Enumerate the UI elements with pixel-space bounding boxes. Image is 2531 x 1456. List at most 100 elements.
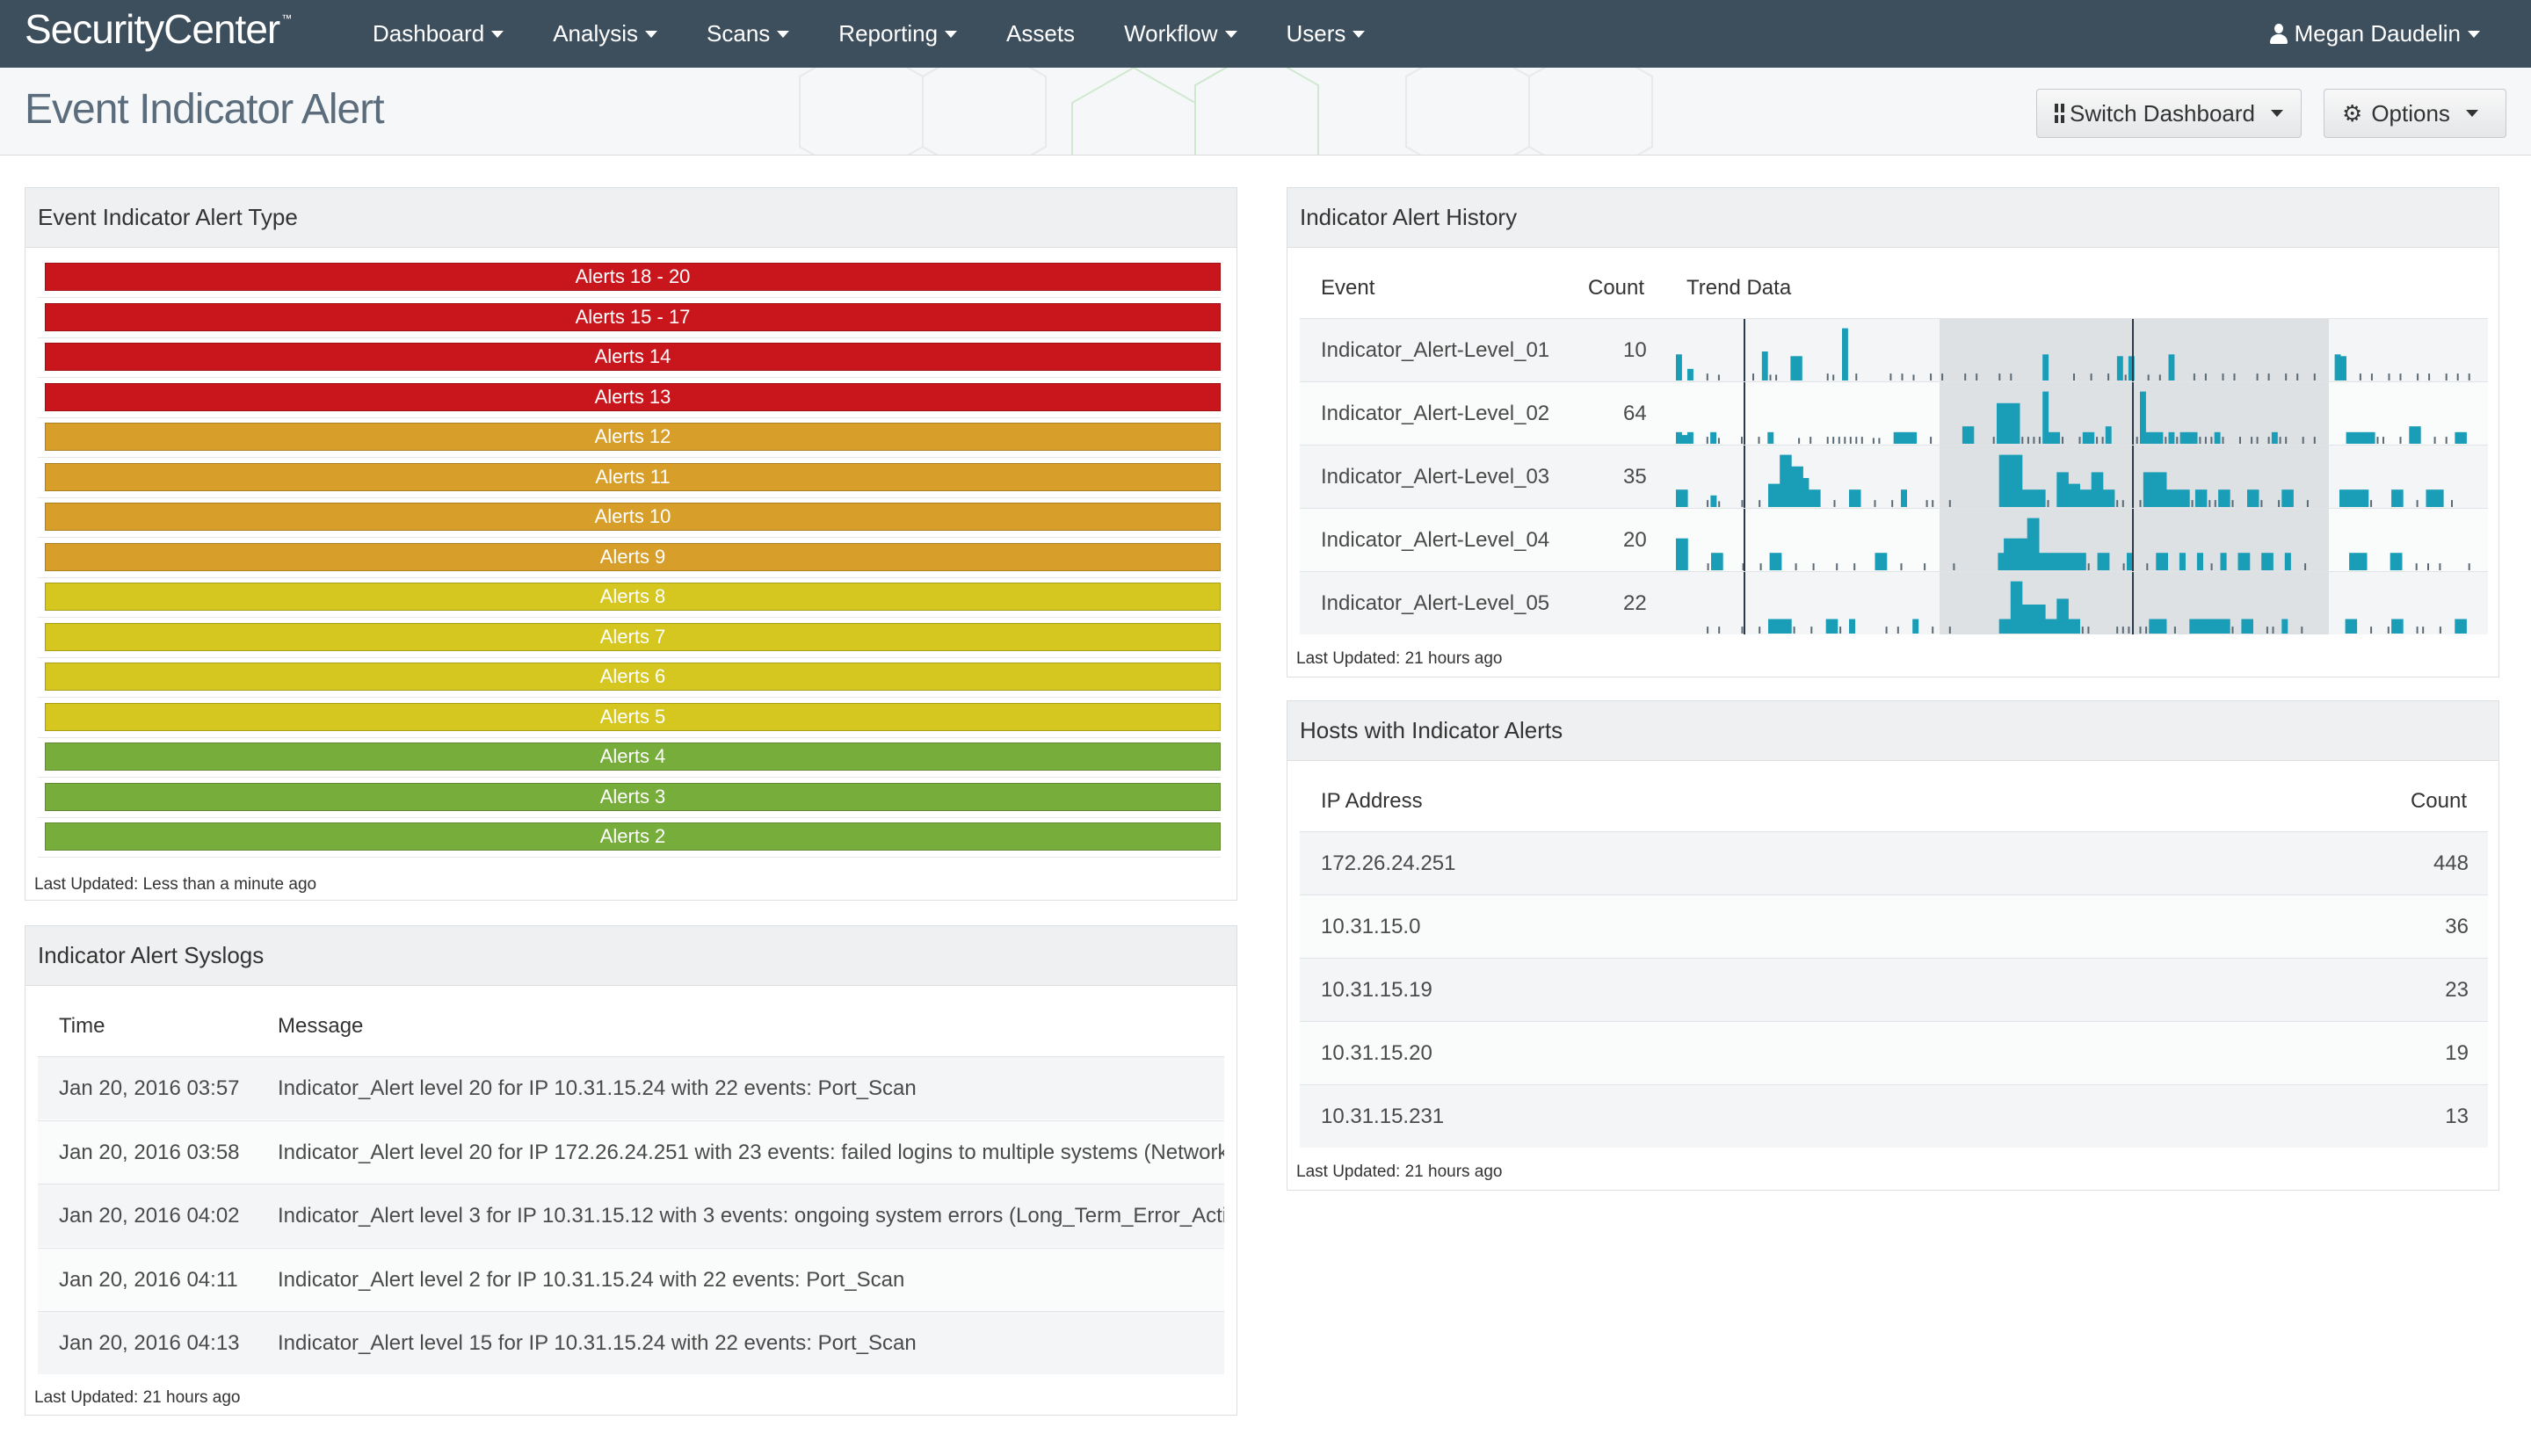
alert-bar[interactable]: Alerts 12 [45, 423, 1221, 451]
trend-bar [2122, 563, 2125, 570]
gear-icon: ⚙ [2342, 99, 2363, 127]
alert-bar[interactable]: Alerts 15 - 17 [45, 302, 1221, 331]
table-row[interactable]: Jan 20, 2016 04:13 Indicator_Alert level … [38, 1311, 1224, 1374]
table-row[interactable]: Indicator_Alert-Level_05 22 [1300, 571, 2488, 634]
alert-bar[interactable]: Alerts 7 [45, 622, 1221, 651]
trend-bar [2340, 356, 2346, 380]
trend-bar [1998, 454, 2005, 507]
history-event: Indicator_Alert-Level_04 [1321, 528, 1550, 552]
syslog-message: Indicator_Alert level 20 for IP 172.26.2… [278, 1140, 1224, 1164]
trend-bar [1849, 619, 1855, 634]
trend-sparkline [1676, 382, 2467, 445]
col-header-trend[interactable]: Trend Data [1686, 276, 1792, 300]
syslog-message: Indicator_Alert level 3 for IP 10.31.15.… [278, 1204, 1224, 1228]
syslog-time: Jan 20, 2016 04:02 [59, 1204, 240, 1228]
nav-reporting[interactable]: Reporting [838, 20, 958, 47]
syslog-message: Indicator_Alert level 2 for IP 10.31.15.… [278, 1267, 905, 1292]
trend-bar [2376, 437, 2379, 444]
alert-bar[interactable]: Alerts 18 - 20 [45, 263, 1221, 291]
nav-assets[interactable]: Assets [1006, 20, 1075, 47]
table-row[interactable]: Jan 20, 2016 03:57 Indicator_Alert level … [38, 1056, 1224, 1119]
trend-bar [2256, 437, 2259, 444]
trend-bar [2173, 627, 2176, 634]
user-menu[interactable]: Megan Daudelin [2269, 0, 2480, 68]
switch-dashboard-button[interactable]: Switch Dashboard [2036, 89, 2302, 138]
trend-bar [1769, 374, 1772, 380]
trend-bar [2010, 454, 2017, 507]
col-header-count[interactable]: Count [1588, 276, 1645, 300]
trend-bar [2247, 489, 2253, 507]
col-header-host-count[interactable]: Count [2410, 789, 2467, 813]
trend-bar [2016, 454, 2023, 507]
nav-workflow[interactable]: Workflow [1124, 20, 1237, 47]
col-header-event[interactable]: Event [1321, 276, 1375, 300]
table-row[interactable]: Jan 20, 2016 04:02 Indicator_Alert level … [38, 1184, 1224, 1247]
trend-bar [2074, 483, 2080, 507]
table-row[interactable]: 10.31.15.19 23 [1300, 958, 2488, 1021]
alert-bar[interactable]: Alerts 13 [45, 382, 1221, 411]
alert-bar[interactable]: Alerts 3 [45, 782, 1221, 811]
trend-bar [2027, 437, 2029, 444]
history-event: Indicator_Alert-Level_03 [1321, 465, 1550, 489]
trend-bar [2222, 437, 2224, 444]
col-header-message[interactable]: Message [278, 1014, 364, 1038]
table-row[interactable]: Indicator_Alert-Level_02 64 [1300, 381, 2488, 445]
alert-bar[interactable]: Alerts 11 [45, 462, 1221, 491]
trend-bar [2139, 500, 2142, 507]
alert-bar[interactable]: Alerts 2 [45, 822, 1221, 851]
trend-bar [2223, 619, 2230, 634]
trend-bar [1759, 500, 1761, 507]
trend-bar [1930, 437, 1933, 444]
trend-bar [2460, 619, 2467, 634]
trend-bar [2062, 598, 2069, 634]
trend-bar [2207, 619, 2213, 634]
col-header-time[interactable]: Time [59, 1014, 105, 1038]
trend-bar [1780, 454, 1787, 507]
alert-bar[interactable]: Alerts 9 [45, 542, 1221, 571]
trend-bar [1809, 489, 1815, 507]
table-row[interactable]: 10.31.15.231 13 [1300, 1084, 2488, 1148]
trend-bar [2062, 437, 2063, 444]
brand-trademark: ™ [281, 12, 292, 25]
trend-bar [2256, 373, 2259, 380]
table-row[interactable]: Indicator_Alert-Level_04 20 [1300, 508, 2488, 571]
table-row[interactable]: Jan 20, 2016 03:58 Indicator_Alert level … [38, 1119, 1224, 1184]
trend-bar [2345, 489, 2352, 507]
alert-bar[interactable]: Alerts 5 [45, 702, 1221, 731]
history-count: 64 [1623, 402, 1647, 425]
bar-row: Alerts 2 [38, 818, 1221, 858]
trend-bar [1839, 627, 1842, 634]
table-row[interactable]: 172.26.24.251 448 [1300, 831, 2488, 895]
alert-bar[interactable]: Alerts 8 [45, 583, 1221, 611]
trend-bar [2370, 373, 2373, 380]
trend-bar [1997, 402, 2003, 444]
nav-scans[interactable]: Scans [707, 20, 790, 47]
alert-bar[interactable]: Alerts 10 [45, 503, 1221, 531]
trend-bar [2352, 431, 2358, 444]
nav-dashboard[interactable]: Dashboard [373, 20, 504, 47]
alert-type-title: Event Indicator Alert Type [25, 188, 1236, 248]
options-button[interactable]: ⚙ Options [2324, 89, 2506, 138]
nav-users[interactable]: Users [1287, 20, 1366, 47]
table-row[interactable]: Indicator_Alert-Level_03 35 [1300, 445, 2488, 508]
table-row[interactable]: 10.31.15.20 19 [1300, 1021, 2488, 1084]
trend-bar [2196, 553, 2203, 570]
table-row[interactable]: Jan 20, 2016 04:11 Indicator_Alert level … [38, 1247, 1224, 1311]
bar-row: Alerts 9 [38, 539, 1221, 578]
trend-bar [2204, 437, 2207, 444]
nav-analysis[interactable]: Analysis [553, 20, 658, 47]
brand-logo[interactable]: SecurityCenter ™ [25, 5, 292, 53]
trend-bar [2306, 500, 2309, 507]
trend-bar [1773, 619, 1780, 634]
alert-bar[interactable]: Alerts 6 [45, 663, 1221, 691]
col-header-ip[interactable]: IP Address [1321, 789, 1423, 813]
trend-bar [2056, 598, 2063, 634]
host-ip: 172.26.24.251 [1321, 851, 1456, 875]
trend-bar [2346, 431, 2353, 444]
alert-bar[interactable]: Alerts 14 [45, 343, 1221, 371]
trend-bar [2439, 627, 2441, 634]
table-row[interactable]: Indicator_Alert-Level_01 10 [1300, 318, 2488, 381]
host-count: 23 [2445, 978, 2469, 1002]
alert-bar[interactable]: Alerts 4 [45, 742, 1221, 771]
table-row[interactable]: 10.31.15.0 36 [1300, 895, 2488, 958]
